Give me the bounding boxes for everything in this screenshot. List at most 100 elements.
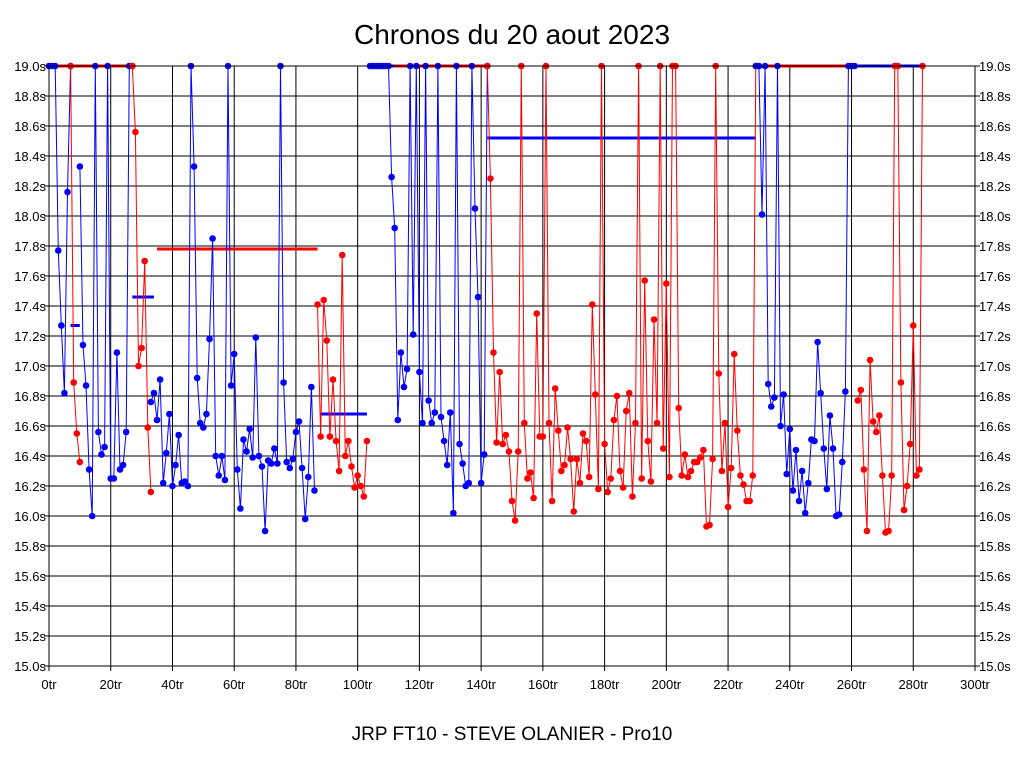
data-point [70,379,77,386]
data-point [820,445,828,452]
y-tick-label-left: 15.8s [14,539,46,554]
data-point [629,493,636,500]
data-point [872,428,880,436]
data-point [119,461,127,469]
data-point [237,505,244,512]
x-tick-label: 40tr [161,677,184,692]
data-point [73,430,81,437]
data-point [906,440,914,448]
y-tick-label-left: 16.6s [14,419,46,434]
series [76,62,136,520]
data-point [724,503,732,511]
data-point [650,316,658,323]
x-tick-label: 200tr [652,677,682,692]
x-tick-label: 240tr [775,677,805,692]
data-point [641,277,649,284]
y-tick-label-right: 15.8s [979,539,1011,554]
y-tick-label-right: 17.2s [979,329,1011,344]
series [147,62,318,535]
series [129,62,155,496]
data-point [342,452,349,460]
data-point [150,389,158,397]
data-point [545,419,553,427]
x-tick-label: 260tr [837,677,867,692]
data-point [496,368,503,376]
y-tick-label-left: 15.2s [14,629,46,644]
data-point [595,485,602,493]
data-point [79,341,87,349]
data-point [746,497,753,505]
y-tick-label-left: 17.4s [14,299,46,314]
data-point [860,466,868,473]
data-point [357,482,365,490]
y-tick-label-right: 17.8s [979,239,1011,254]
data-point [450,509,457,517]
series [752,62,858,520]
data-point [283,458,290,466]
data-point [218,452,226,460]
y-tick-label-left: 17.0s [14,359,46,374]
x-tick-label: 0tr [41,677,57,692]
y-tick-label-left: 19.0s [14,59,46,74]
y-tick-label-right: 16.0s [979,509,1011,524]
data-point [354,472,361,479]
y-tick-label-right: 18.6s [979,119,1011,134]
y-tick-label-right: 18.2s [979,179,1011,194]
data-point [508,497,516,505]
data-point [138,344,145,352]
data-point [459,460,466,467]
data-point [323,337,331,344]
data-point [95,428,102,436]
data-point [879,472,886,479]
data-point [786,425,794,433]
data-point [440,437,448,445]
data-point [857,386,865,394]
data-point [252,334,260,341]
data-point [141,257,148,265]
x-tick-label: 300tr [960,677,990,692]
data-point [749,472,757,479]
data-point [582,437,590,445]
data-point [363,437,371,445]
data-point [122,428,130,436]
data-point [823,485,831,493]
y-tick-label-left: 18.2s [14,179,46,194]
data-point [737,472,744,479]
series [67,62,84,466]
data-point [876,412,883,419]
data-point [258,463,266,470]
data-point [212,452,219,460]
data-point [437,413,445,421]
data-point [625,389,633,397]
y-tick-label-left: 16.8s [14,389,46,404]
data-point [267,460,275,467]
data-point [446,409,454,416]
data-point [425,397,432,404]
data-point [863,527,871,535]
data-point [681,451,689,458]
y-tick-label-left: 15.4s [14,599,46,614]
data-point [54,247,62,254]
data-point [579,430,587,437]
data-point [619,484,627,491]
series [854,62,926,536]
data-point [76,163,84,170]
data-point [675,404,682,412]
data-point [88,512,96,520]
data-point [539,433,547,440]
data-point [592,391,599,398]
x-tick-label: 180tr [590,677,620,692]
data-point [826,412,834,419]
data-point [298,464,306,472]
data-point [329,376,337,383]
y-tick-label-left: 16.0s [14,509,46,524]
data-point [332,437,340,445]
data-point [98,451,105,458]
data-point [206,335,213,343]
y-tick-label-right: 15.2s [979,629,1011,644]
data-point [391,224,399,232]
x-tick-label: 140tr [466,677,496,692]
x-tick-label: 220tr [713,677,743,692]
data-point [289,455,297,463]
